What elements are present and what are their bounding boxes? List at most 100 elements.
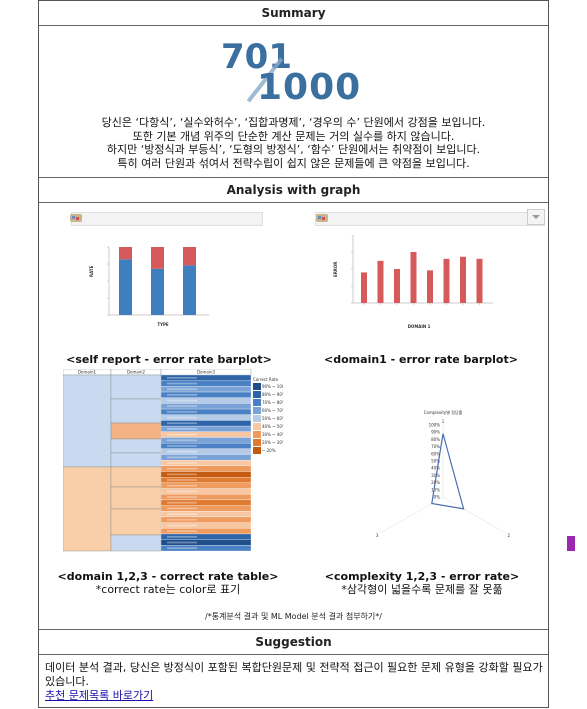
- table-header: Domain3: [197, 370, 216, 375]
- cell-text-mark: [167, 428, 197, 430]
- radar-tick-label: 40%: [431, 466, 440, 471]
- suggestion-body: 데이터 분석 결과, 당신은 방정식이 포함된 복합단원문제 및 전략적 접근이…: [45, 661, 545, 703]
- cell-text-mark: [167, 479, 197, 481]
- cell-text-mark: [167, 535, 197, 538]
- cell-text-mark: [167, 507, 197, 510]
- complexity-caption-note: *삼각형이 넓을수록 문제를 잘 못풂: [341, 583, 503, 596]
- bar-correct: [119, 259, 132, 315]
- radar-axis-label: 3: [376, 533, 379, 538]
- complexity-caption: <complexity 1,2,3 - error rate> *삼각형이 넓을…: [301, 570, 543, 596]
- radar-tick-label: 100%: [429, 423, 441, 428]
- y-axis-label: ERROR: [333, 262, 338, 277]
- cell-text-mark: [167, 439, 197, 442]
- domain1-chart: ERROR DOMAIN 1: [333, 235, 493, 329]
- bar-error: [119, 247, 132, 260]
- cell-text-mark: [167, 496, 197, 498]
- cell-text-mark: [167, 399, 197, 402]
- legend-swatch: [253, 407, 261, 414]
- self-report-caption: <self report - error rate barplot>: [66, 353, 272, 366]
- legend-label: 90% ~ 100%: [262, 384, 283, 389]
- suggestion-heading: Suggestion: [255, 635, 332, 649]
- plot-toolbar: [71, 212, 263, 226]
- score-value: 701: [221, 37, 292, 77]
- cell-text-mark: [167, 547, 197, 550]
- legend-swatch: [253, 415, 261, 422]
- cell-text-mark: [167, 490, 197, 493]
- summary-text: 당신은 ‘다항식’, ‘실수와허수’, ‘집합과명제’, ‘경우의 수’ 단원에…: [39, 116, 548, 170]
- report-frame: Summary 701 1000 당신은 ‘다항식’, ‘실수와허수’, ‘집합…: [38, 0, 549, 708]
- cell-text-mark: [167, 450, 197, 453]
- self-report-chart: RATE TYPE: [89, 246, 209, 327]
- divider: [39, 25, 548, 26]
- cell-text-mark: [167, 422, 197, 425]
- cell-text-mark: [167, 484, 197, 487]
- legend-label: 70% ~ 80%: [262, 400, 283, 405]
- bar-error: [377, 260, 384, 303]
- summary-heading: Summary: [261, 6, 326, 20]
- cell-text-mark: [167, 388, 197, 391]
- radar-title: Complexity별 정답률: [424, 409, 463, 415]
- legend-label: 60% ~ 70%: [262, 408, 283, 413]
- table-header: Domain1: [78, 370, 97, 375]
- table-cell: [160, 545, 252, 552]
- summary-line: 당신은 ‘다항식’, ‘실수와허수’, ‘집합과명제’, ‘경우의 수’ 단원에…: [101, 116, 486, 129]
- score-total: 1000: [257, 67, 362, 108]
- radar-axis-label: 2: [508, 533, 511, 538]
- x-axis-label: DOMAIN 1: [408, 324, 431, 329]
- cell-text-mark: [167, 394, 197, 396]
- legend-swatch: [253, 383, 261, 390]
- correct-rate-table: Domain1 Domain2 Domain3 Correct Rate 90%…: [63, 369, 283, 553]
- recommended-problems-link[interactable]: 추천 문제목록 바로가기: [45, 689, 154, 702]
- chevron-down-icon[interactable]: [527, 209, 545, 225]
- domain1-caption: <domain1 - error rate barplot>: [324, 353, 518, 366]
- cell-text-mark: [167, 524, 197, 527]
- cell-text-mark: [167, 416, 197, 419]
- cell-text-mark: [167, 473, 197, 476]
- analysis-heading: Analysis with graph: [226, 183, 361, 197]
- legend-label: 50% ~ 60%: [262, 416, 283, 421]
- bar-error: [427, 270, 433, 303]
- summary-line: 또한 기본 개념 위주의 단순한 계산 문제는 거의 실수를 하지 않습니다.: [132, 129, 455, 143]
- legend-swatch: [253, 399, 261, 406]
- bar-correct: [183, 265, 196, 315]
- cell-text-mark: [167, 501, 197, 504]
- score-display: 701 1000: [219, 35, 379, 111]
- radar-axis: [380, 496, 444, 534]
- divider: [39, 629, 548, 630]
- radar-tick-label: 0%: [434, 495, 441, 500]
- divider: [39, 654, 548, 655]
- y-axis-label: RATE: [89, 265, 94, 277]
- bar-error: [394, 269, 400, 303]
- plot-tool-icon[interactable]: [315, 213, 329, 223]
- bar-error: [361, 272, 367, 303]
- legend-swatch: [253, 423, 261, 430]
- cell-text-mark: [167, 405, 197, 408]
- plot-toolbar: [315, 212, 545, 226]
- radar-tick-label: 90%: [431, 430, 440, 435]
- radar-axis-label: 1: [442, 419, 445, 424]
- legend-label: 20% ~ 30%: [262, 440, 283, 445]
- cell-text-mark: [167, 433, 197, 436]
- bar-error: [183, 247, 196, 266]
- cell-text-mark: [167, 541, 197, 544]
- table-caption-title: <domain 1,2,3 - correct rate table>: [57, 570, 279, 583]
- bar-error: [443, 258, 450, 303]
- side-marker: [567, 536, 575, 551]
- radar-tick-label: 80%: [431, 437, 440, 442]
- radar-axis: [442, 496, 506, 534]
- bar-error: [476, 258, 483, 303]
- x-axis-label: TYPE: [157, 322, 169, 327]
- table-caption: <domain 1,2,3 - correct rate table> *cor…: [43, 570, 293, 596]
- cell-text-mark: [167, 376, 197, 379]
- cell-text-mark: [167, 456, 197, 459]
- legend-label: 40% ~ 50%: [262, 424, 283, 429]
- legend-swatch: [253, 439, 261, 446]
- legend-swatch: [253, 447, 261, 454]
- cell-text-mark: [167, 382, 197, 385]
- table-caption-note: *correct rate는 color로 표기: [95, 583, 241, 596]
- summary-line: 하지만 ‘방정식과 부등식’, ‘도형의 방정식’, ‘함수’ 단원에서는 취약…: [106, 143, 481, 156]
- bar-correct: [151, 268, 164, 315]
- plot-tool-icon[interactable]: [69, 213, 83, 223]
- cell-text-mark: [167, 411, 197, 413]
- legend-swatch: [253, 431, 261, 438]
